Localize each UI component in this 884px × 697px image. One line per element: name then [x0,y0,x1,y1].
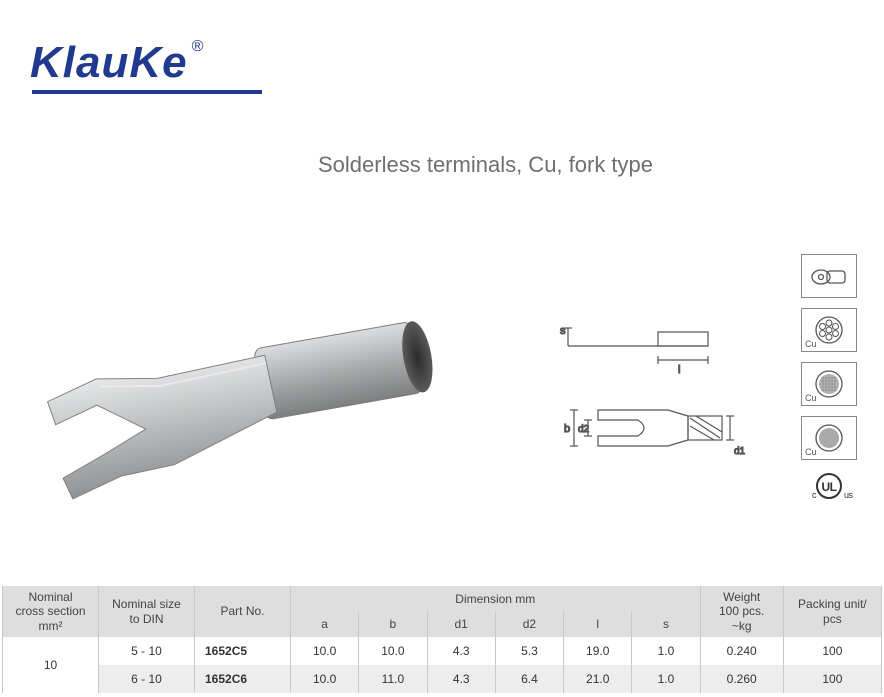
dim-d1: d1 [734,446,746,457]
dim-l: l [678,364,680,376]
brand-logo: KlauKe® [30,38,204,88]
dim-d2: d2 [578,424,590,435]
lug-icon [801,254,857,298]
cell-a: 10.0 [291,637,359,665]
cell-wt: 0.260 [700,665,783,693]
th-packing: Packing unit/ pcs [783,586,881,637]
th-cross-section: Nominal cross section mm² [3,586,99,637]
spec-table: Nominal cross section mm² Nominal size t… [2,586,882,693]
th-dim-d2: d2 [495,612,563,638]
cell-part: 1652C5 [195,637,291,665]
dim-b: b [564,423,570,435]
strand-class6-icon: Cu [801,416,857,460]
svg-text:c: c [812,490,817,500]
th-dim-l: l [564,612,632,638]
cell-nom: 6 - 10 [99,665,195,693]
dim-s: s [560,325,566,337]
th-dim-b: b [359,612,427,638]
brand-underline [32,90,262,94]
cell-d2: 5.3 [495,637,563,665]
strand-class2-icon: Cu [801,308,857,352]
ul-icon: UL c us [804,470,854,505]
cell-part: 1652C6 [195,665,291,693]
cell-nom: 5 - 10 [99,637,195,665]
cu-label: Cu [805,339,817,349]
page-title: Solderless terminals, Cu, fork type [318,152,653,178]
th-dimension-group: Dimension mm [291,586,701,612]
strand-class5-icon: Cu [801,362,857,406]
product-image [28,240,458,520]
cell-b: 10.0 [359,637,427,665]
cell-s: 1.0 [632,665,700,693]
cu-label: Cu [805,393,817,403]
cell-pack: 100 [783,637,881,665]
cu-label: Cu [805,447,817,457]
cell-s: 1.0 [632,637,700,665]
cell-d2: 6.4 [495,665,563,693]
svg-text:us: us [844,490,854,500]
icon-column: Cu Cu Cu UL c us [798,254,860,505]
cell-wt: 0.240 [700,637,783,665]
th-dim-d1: d1 [427,612,495,638]
cell-l: 19.0 [564,637,632,665]
table-row: 6 - 10 1652C6 10.0 11.0 4.3 6.4 21.0 1.0… [3,665,882,693]
th-weight: Weight 100 pcs. ~kg [700,586,783,637]
cell-cross-section: 10 [3,637,99,693]
svg-text:UL: UL [822,480,837,494]
cell-pack: 100 [783,665,881,693]
cell-d1: 4.3 [427,637,495,665]
dimension-drawing: s l b d2 d1 [538,320,748,500]
registered-mark: ® [192,38,205,55]
brand-name: KlauKe [30,38,188,87]
th-dim-s: s [632,612,700,638]
table-row: 10 5 - 10 1652C5 10.0 10.0 4.3 5.3 19.0 … [3,637,882,665]
cell-d1: 4.3 [427,665,495,693]
th-nominal-size: Nominal size to DIN [99,586,195,637]
cell-l: 21.0 [564,665,632,693]
th-part-no: Part No. [195,586,291,637]
th-dim-a: a [291,612,359,638]
cell-a: 10.0 [291,665,359,693]
cell-b: 11.0 [359,665,427,693]
